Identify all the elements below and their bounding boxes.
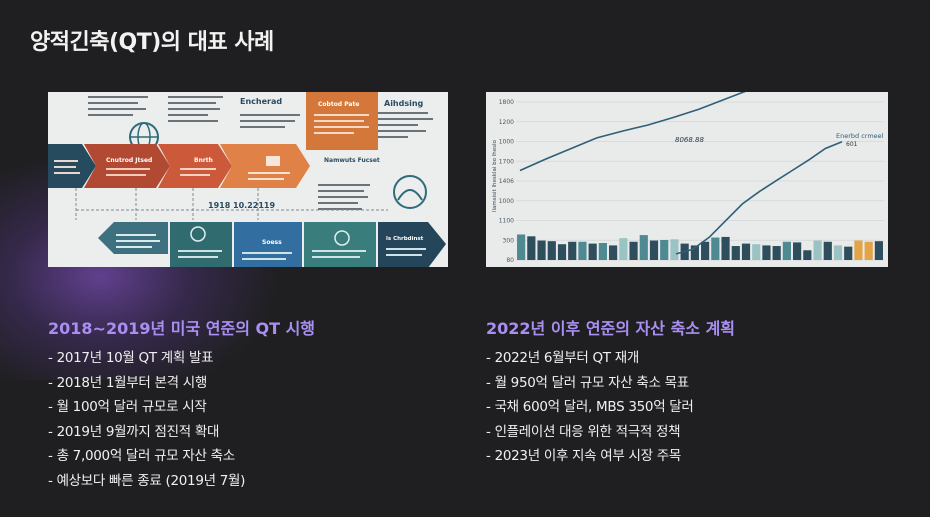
- chart-bar: [690, 245, 699, 260]
- infographic-label: Soess: [262, 239, 282, 246]
- chart-bar: [639, 235, 648, 260]
- list-item: - 2018년 1월부터 본격 시행: [48, 374, 207, 391]
- chart-bar: [813, 240, 822, 260]
- list-item: - 월 950억 달러 규모 자산 축소 목표: [486, 374, 689, 391]
- infographic-label: Aihdsing: [384, 99, 424, 108]
- chart-bar: [670, 239, 679, 260]
- chart-bar: [844, 246, 853, 260]
- infographic-label: Bnrth: [194, 157, 213, 164]
- list-item: - 예상보다 빠른 종료 (2019년 7월): [48, 472, 246, 489]
- chart-bar: [762, 245, 771, 260]
- left-section-heading: 2018~2019년 미국 연준의 QT 시행: [48, 319, 316, 338]
- chart-tick-label: 1000: [499, 139, 514, 146]
- infographic-label: 1918 10.22119: [208, 201, 275, 210]
- slide-title: 양적긴축(QT)의 대표 사례: [30, 30, 274, 55]
- chart-bar: [557, 244, 567, 260]
- chart-bar: [660, 239, 669, 260]
- list-item: - 2023년 이후 지속 여부 시장 주목: [486, 448, 681, 464]
- chart-tick-label: 1100: [499, 218, 514, 225]
- chart-tick-label: 1700: [499, 158, 514, 165]
- list-item: - 국채 600억 달러, MBS 350억 달러: [486, 399, 694, 415]
- chart-bar: [537, 240, 546, 260]
- chart-tick-label: 80: [506, 257, 514, 264]
- chart-bar: [741, 243, 751, 260]
- chart-bar: [701, 241, 710, 260]
- chart-bar: [598, 242, 607, 260]
- list-item: - 월 100억 달러 규모로 시작: [48, 399, 207, 415]
- chart-annotation: 8068.88: [675, 136, 704, 144]
- chart-bar: [833, 245, 843, 260]
- chart-tick-label: 1000: [499, 198, 514, 205]
- chart-tick-label: 1200: [499, 119, 514, 126]
- right-section-heading: 2022년 이후 연준의 자산 축소 계획: [486, 319, 736, 338]
- chart-tick-label: 1406: [499, 178, 514, 185]
- chart-tick-label: 1800: [499, 99, 514, 106]
- chart-series-line: [519, 92, 746, 172]
- chart-svg: 1800 1200 1000 1700 1406 1000 1100 300 80 8068.8…: [486, 92, 888, 267]
- list-item: - 2019년 9월까지 점진적 확대: [48, 423, 220, 440]
- chart-bar: [629, 241, 638, 260]
- list-item: - 2017년 10월 QT 계획 발표: [48, 350, 214, 366]
- infographic-svg: Encherad Cobtod Pate Aihdsing Cnutrod Jt…: [48, 92, 448, 267]
- chart-bar: [568, 241, 577, 260]
- right-bullet-list: - 2022년 6월부터 QT 재개 - 월 950억 달러 규모 자산 축소 …: [486, 346, 694, 469]
- infographic-label: Cnutrod Jtsed: [106, 157, 152, 164]
- chart-bar: [517, 234, 526, 260]
- chart-series-line: [675, 140, 843, 255]
- chart-bar: [864, 241, 873, 260]
- infographic-label: ls Chrbdinst: [386, 236, 424, 242]
- list-item: - 2022년 6월부터 QT 재개: [486, 350, 639, 366]
- chart-bar: [649, 240, 659, 260]
- chart-tick-label: 300: [503, 237, 515, 244]
- chart-bar: [578, 241, 587, 260]
- chart-bar: [782, 241, 791, 260]
- fed-balance-sheet-chart: 1800 1200 1000 1700 1406 1000 1100 300 80 8068.8…: [486, 92, 888, 267]
- chart-bar: [721, 236, 730, 260]
- chart-bar: [793, 242, 802, 260]
- chart-bar: [752, 244, 761, 260]
- chart-bar: [874, 241, 883, 260]
- list-item: - 총 7,000억 달러 규모 자산 축소: [48, 448, 235, 464]
- qt-timeline-infographic: Encherad Cobtod Pate Aihdsing Cnutrod Jt…: [48, 92, 448, 267]
- chart-bar: [711, 237, 720, 260]
- chart-bar: [731, 246, 740, 260]
- chart-annotation: 601: [846, 141, 858, 148]
- chart-annotation: Enerbd crmeel: [836, 132, 884, 140]
- chart-bar: [772, 246, 781, 260]
- svg-text:llamsisit lhesklai bo lhesIo: llamsisit lhesklai bo lhesIo: [492, 139, 498, 212]
- chart-bar: [588, 243, 597, 260]
- infographic-label: Namwuts Fucset: [324, 157, 380, 164]
- list-item: - 인플레이션 대응 위한 적극적 정책: [486, 423, 681, 440]
- chart-bar: [854, 240, 863, 260]
- infographic-label: Cobtod Pate: [318, 101, 359, 108]
- chart-bar: [803, 250, 812, 260]
- chart-bar: [609, 245, 618, 260]
- chart-bar: [527, 236, 536, 260]
- chart-bar: [547, 241, 556, 260]
- chart-bar: [823, 241, 832, 260]
- left-bullet-list: - 2017년 10월 QT 계획 발표 - 2018년 1월부터 본격 시행 …: [48, 346, 245, 493]
- chart-bar: [619, 238, 628, 260]
- infographic-label: Encherad: [240, 97, 282, 106]
